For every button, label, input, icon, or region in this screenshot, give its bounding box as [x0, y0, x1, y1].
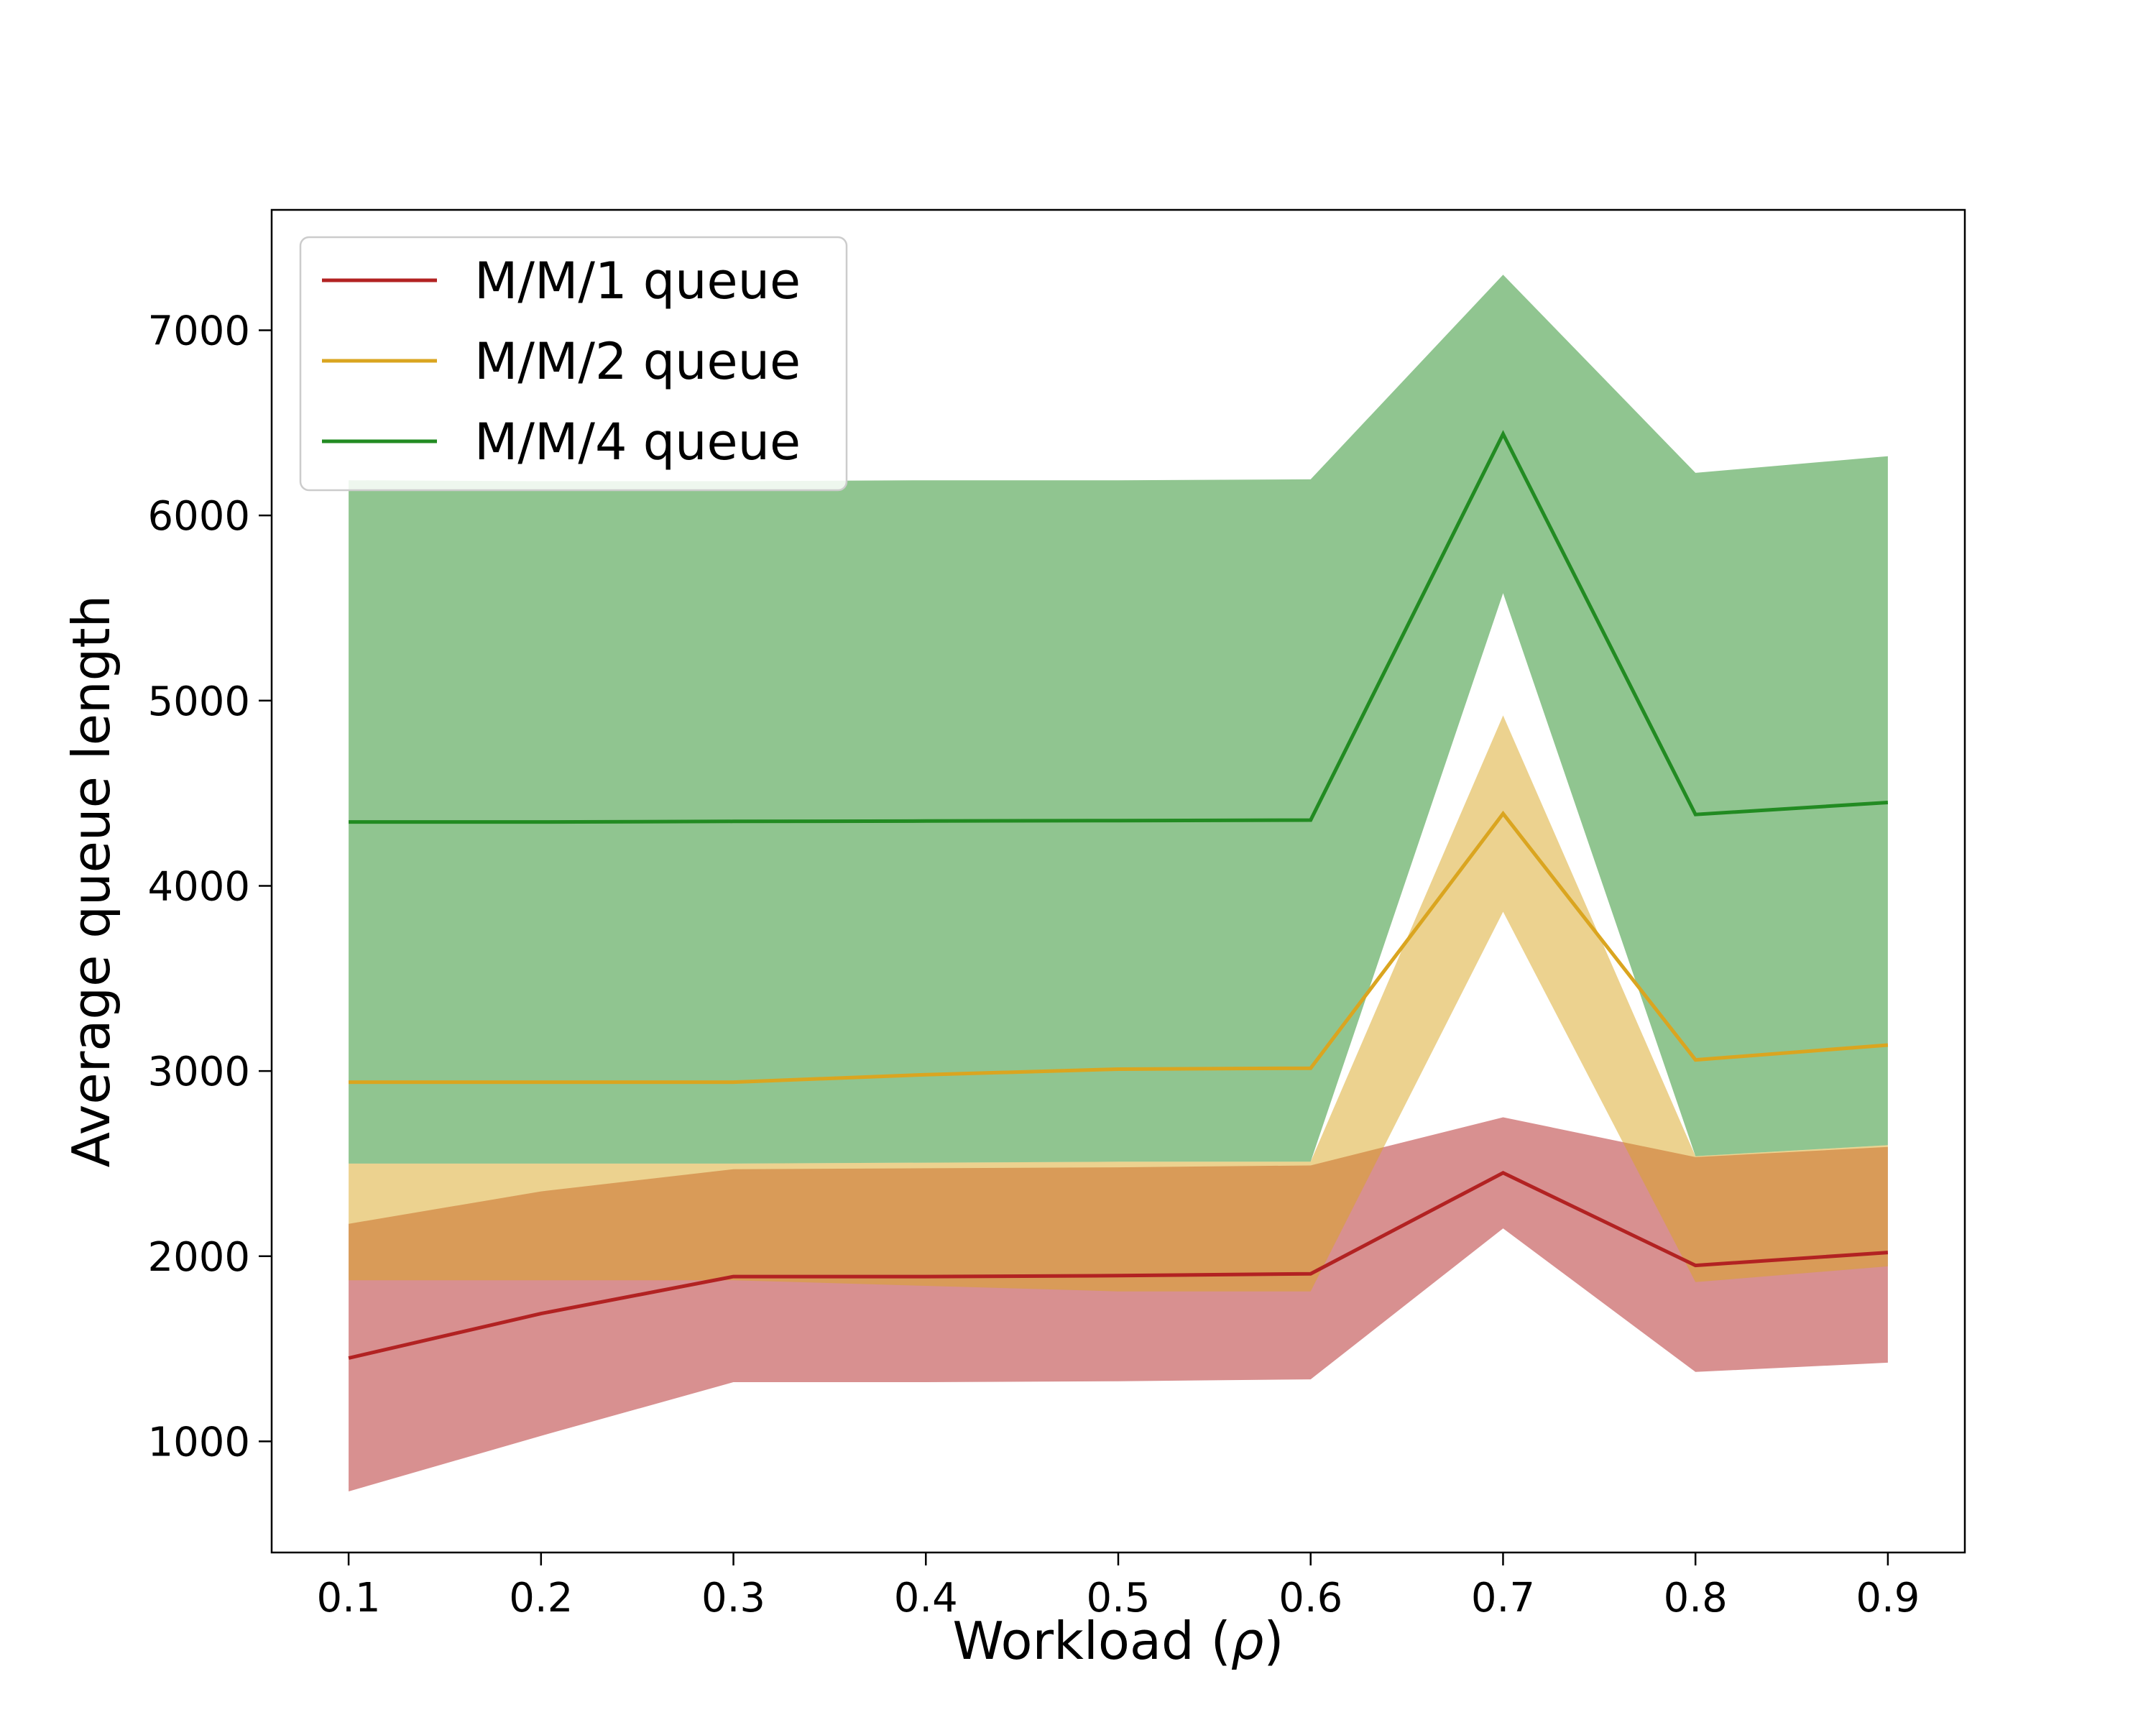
y-tick-label: 2000 — [147, 1234, 250, 1281]
legend-box — [299, 236, 848, 492]
x-tick-label: 0.6 — [1279, 1575, 1342, 1622]
y-tick-label: 7000 — [147, 308, 250, 354]
line-series-2 — [349, 810, 1889, 1085]
axes: 0.1 0.2 0.3 0.4 0.5 0.6 0.7 0.8 0.9 1000 2000 3000 4… — [147, 308, 1920, 1622]
legend-label-3: M/M/4 queue — [474, 413, 801, 472]
x-tick-label: 0.7 — [1471, 1575, 1535, 1622]
x-axis-label-close: ) — [1263, 1611, 1284, 1671]
y-tick-label: 4000 — [147, 863, 250, 910]
confidence-bands — [349, 275, 1888, 1491]
x-axis-label: Workload (ρ) — [953, 1611, 1284, 1671]
legend: M/M/1 queue M/M/2 queue M/M/4 queue — [299, 236, 848, 492]
band-series-2 — [349, 715, 1888, 1292]
y-tick-label: 1000 — [147, 1419, 250, 1466]
legend-label-1: M/M/1 queue — [474, 252, 801, 310]
band-series-3 — [349, 275, 1888, 1164]
plot-frame — [270, 208, 1966, 1554]
x-tick-label: 0.3 — [701, 1575, 765, 1622]
y-axis-label: Average queue length — [61, 595, 121, 1168]
x-tick-label: 0.2 — [509, 1575, 573, 1622]
series-lines — [348, 430, 1889, 1360]
y-tick-label: 5000 — [147, 678, 250, 725]
x-tick-label: 0.8 — [1664, 1575, 1728, 1622]
x-axis-label-main: Workload ( — [953, 1611, 1231, 1671]
line-series-3 — [349, 430, 1889, 824]
y-tick-label: 3000 — [147, 1049, 250, 1095]
line-series-1 — [348, 1171, 1889, 1360]
x-tick-label: 0.4 — [894, 1575, 958, 1622]
legend-label-2: M/M/2 queue — [474, 332, 801, 391]
y-tick-label: 6000 — [147, 493, 250, 540]
x-tick-label: 0.1 — [317, 1575, 381, 1622]
x-tick-label: 0.9 — [1856, 1575, 1920, 1622]
x-tick-label: 0.5 — [1086, 1575, 1150, 1622]
x-axis-label-symbol: ρ — [1231, 1611, 1264, 1671]
